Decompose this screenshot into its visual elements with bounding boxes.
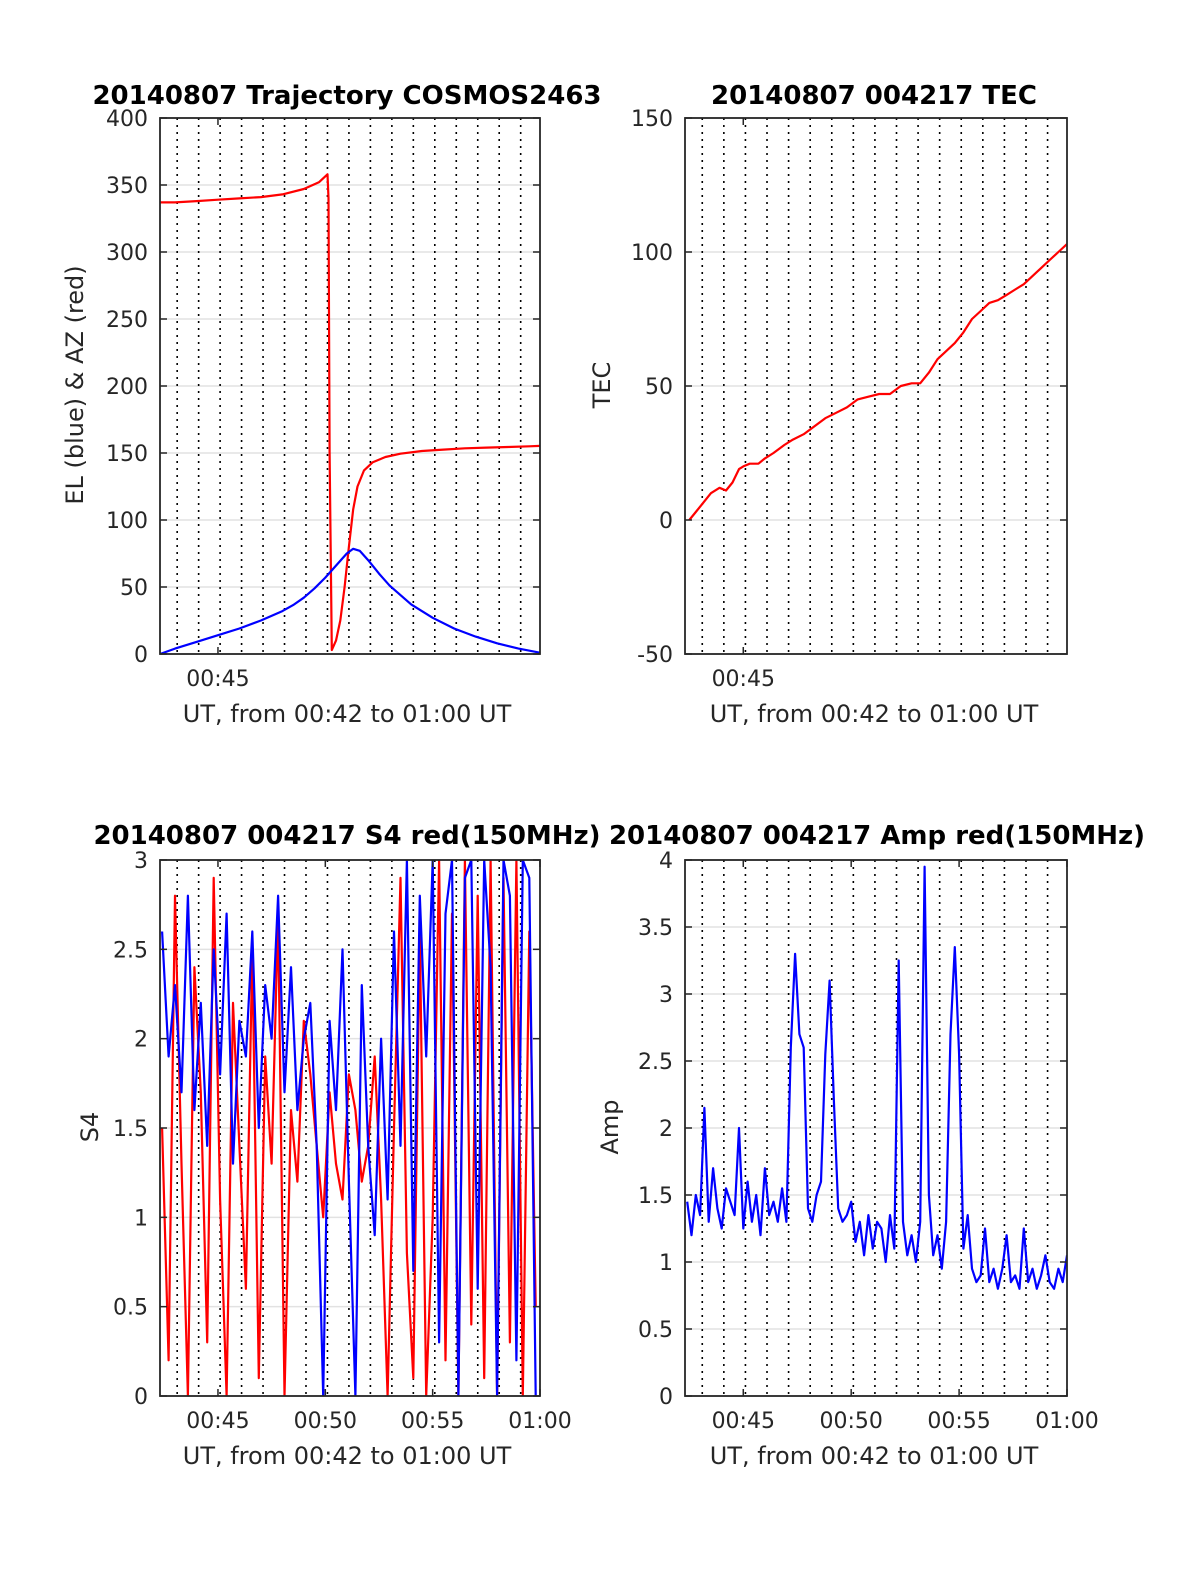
x-tick-label: 00:45: [186, 1409, 249, 1434]
y-tick-label: 3.5: [638, 916, 673, 941]
amp-chart: 0 0.5 1 1.5 2 2.5 3 3.5 4 00:45 00:50 00:55 01:00 20…: [596, 821, 1145, 1470]
y-tick-label: 0: [134, 643, 148, 668]
y-tick-label: 50: [645, 375, 673, 400]
y-tick-label: 2.5: [638, 1050, 673, 1075]
amp-chart-title: 20140807 004217 Amp red(150MHz): [609, 821, 1145, 851]
s4-chart: 0 0.5 1 1.5 2 2.5 3 00:45 00:50 00:55 01:00 201408…: [76, 821, 601, 1470]
y-tick-label: 4: [659, 849, 673, 874]
x-tick-label: 00:55: [927, 1409, 990, 1434]
y-tick-label: 1.5: [113, 1117, 148, 1142]
x-tick-label: 01:00: [508, 1409, 571, 1434]
tec-chart: -50 0 50 100 150 00:45 20140807 004217 TEC UT…: [588, 81, 1068, 728]
y-tick-label: 0: [659, 1385, 673, 1410]
trajectory-plot-area: 0 50 100 150 200 250 300 350 400 00:45: [106, 107, 541, 692]
s4-chart-title: 20140807 004217 S4 red(150MHz): [93, 821, 600, 851]
y-tick-label: 0.5: [638, 1318, 673, 1343]
trajectory-y-axis-label: EL (blue) & AZ (red): [61, 265, 89, 504]
y-tick-label: 3: [134, 849, 148, 874]
y-tick-label: 2: [659, 1117, 673, 1142]
y-tick-label: -50: [637, 643, 673, 668]
trajectory-chart-title: 20140807 Trajectory COSMOS2463: [92, 81, 601, 111]
y-tick-label: 150: [106, 442, 148, 467]
series-line-2: [160, 547, 540, 654]
y-tick-label: 150: [631, 107, 673, 132]
y-tick-label: 100: [631, 241, 673, 266]
amp-y-axis-label: Amp: [596, 1099, 624, 1154]
x-tick-label: 00:45: [186, 667, 249, 692]
series-line-1: [688, 243, 1067, 521]
tec-y-axis-label: TEC: [588, 362, 616, 410]
trajectory-chart: 0 50 100 150 200 250 300 350 400 00:45 20140807 T…: [61, 81, 602, 728]
y-tick-label: 200: [106, 375, 148, 400]
trajectory-x-axis-label: UT, from 00:42 to 01:00 UT: [183, 700, 512, 728]
y-tick-label: 350: [106, 174, 148, 199]
y-tick-label: 0: [134, 1385, 148, 1410]
s4-y-axis-label: S4: [76, 1112, 104, 1143]
y-tick-label: 400: [106, 107, 148, 132]
y-tick-label: 2.5: [113, 938, 148, 963]
y-tick-label: 3: [659, 983, 673, 1008]
tec-plot-area: -50 0 50 100 150 00:45: [631, 107, 1068, 692]
y-tick-label: 50: [120, 576, 148, 601]
s4-plot-area: 0 0.5 1 1.5 2 2.5 3 00:45 00:50 00:55 01:00: [113, 849, 572, 1434]
x-tick-label: 01:00: [1035, 1409, 1098, 1434]
series-line-1: [161, 860, 537, 1396]
y-tick-label: 250: [106, 308, 148, 333]
x-tick-label: 00:45: [712, 667, 775, 692]
y-tick-label: 0: [659, 509, 673, 534]
x-tick-label: 00:45: [712, 1409, 775, 1434]
y-tick-label: 0.5: [113, 1296, 148, 1321]
s4-x-axis-label: UT, from 00:42 to 01:00 UT: [183, 1442, 512, 1470]
tec-chart-title: 20140807 004217 TEC: [711, 81, 1037, 111]
series-line-1: [160, 173, 540, 652]
y-tick-label: 1: [659, 1251, 673, 1276]
x-tick-label: 00:55: [401, 1409, 464, 1434]
y-tick-label: 2: [134, 1028, 148, 1053]
y-tick-label: 1: [134, 1206, 148, 1231]
amp-x-axis-label: UT, from 00:42 to 01:00 UT: [710, 1442, 1039, 1470]
amp-plot-area: 0 0.5 1 1.5 2 2.5 3 3.5 4 00:45 00:50 00:55 01:00: [638, 849, 1099, 1434]
x-tick-label: 00:50: [294, 1409, 357, 1434]
y-tick-label: 100: [106, 509, 148, 534]
series-line-1: [686, 865, 1067, 1290]
series-line-2: [161, 860, 537, 1396]
y-tick-label: 1.5: [638, 1184, 673, 1209]
x-tick-label: 00:50: [819, 1409, 882, 1434]
y-tick-label: 300: [106, 241, 148, 266]
tec-x-axis-label: UT, from 00:42 to 01:00 UT: [710, 700, 1039, 728]
